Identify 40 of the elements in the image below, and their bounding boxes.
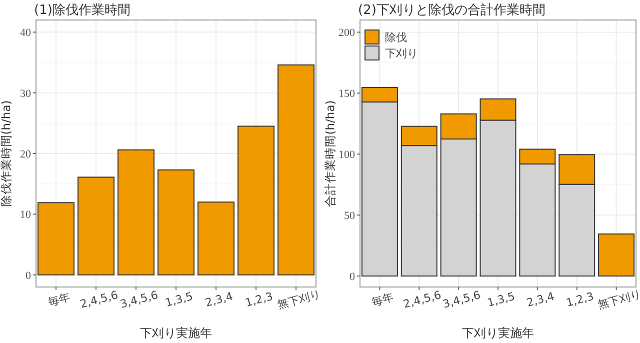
x-tick-label: 毎年 [370, 290, 396, 309]
chart-title: (2)下刈りと除伐の合計作業時間 [358, 3, 546, 18]
x-axis-title: 下刈り実施年 [140, 326, 212, 340]
y-tick-label: 20 [20, 148, 32, 160]
bar [158, 169, 194, 276]
x-tick-label: 3,4,5,6 [441, 288, 482, 311]
y-axis-title: 除伐作業時間(h/ha) [0, 100, 13, 207]
bar [38, 202, 74, 276]
bar [598, 233, 635, 277]
bar [198, 202, 234, 276]
bar [238, 126, 274, 276]
y-tick-label: 50 [344, 210, 356, 222]
x-axis-title: 下刈り実施年 [462, 326, 534, 340]
y-tick-label: 0 [26, 270, 32, 282]
y-tick-label: 0 [350, 271, 356, 284]
x-tick-label: 3,4,5,6 [118, 288, 160, 311]
bar [78, 176, 114, 276]
x-tick-label: 1,3,5 [164, 290, 194, 310]
x-tick-label: 1,2,3 [564, 290, 596, 310]
x-tick-label: 無下刈り [276, 288, 322, 312]
x-tick-label: 無下刈り [596, 288, 640, 312]
bar [278, 64, 314, 276]
legend-label: 除伐 [385, 31, 407, 44]
x-tick-label: 2,4,5,6 [402, 288, 443, 311]
bar [118, 149, 154, 276]
chart-title: (1)除伐作業時間 [34, 3, 130, 18]
y-tick-label: 10 [20, 209, 32, 222]
x-tick-label: 2,4,5,6 [78, 288, 120, 311]
x-tick-label: 2,3,4 [204, 290, 234, 310]
y-tick-label: 30 [20, 88, 32, 100]
y-tick-label: 40 [20, 27, 32, 40]
x-tick-label: 毎年 [46, 290, 72, 309]
x-tick-label: 2,3,4 [525, 290, 556, 310]
x-tick-label: 1,2,3 [244, 290, 274, 310]
y-tick-label: 200 [338, 27, 356, 40]
y-axis-title: 合計作業時間(h/ha) [323, 100, 337, 207]
x-tick-label: 1,3,5 [486, 290, 516, 310]
y-tick-label: 100 [338, 149, 356, 162]
y-tick-label: 150 [338, 88, 356, 100]
legend-label: 下刈り [385, 47, 418, 60]
